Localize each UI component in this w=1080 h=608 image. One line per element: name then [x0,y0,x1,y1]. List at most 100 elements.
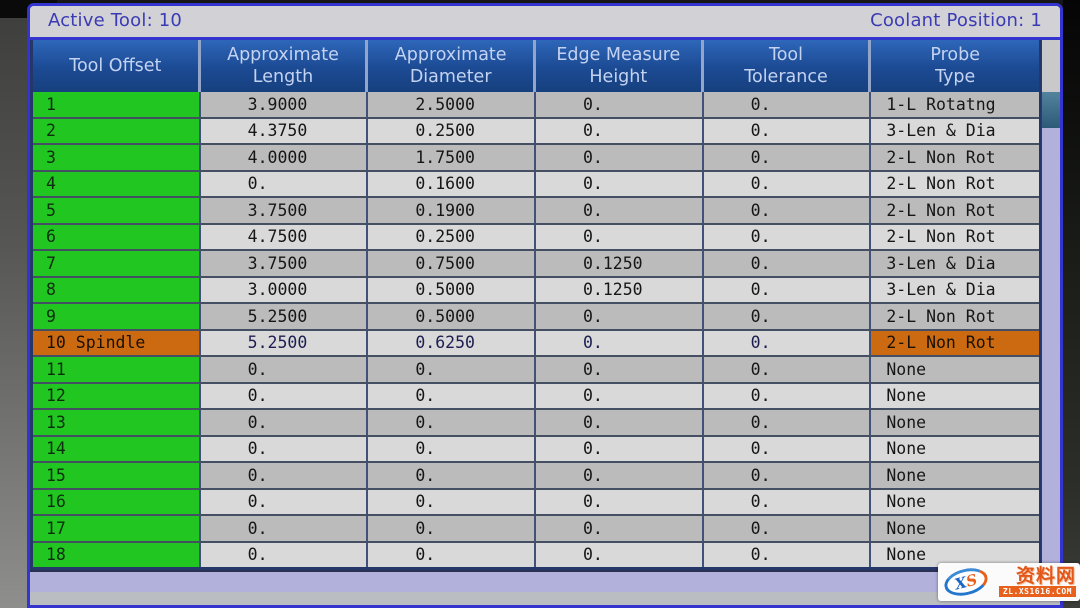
cell-tool[interactable]: 18 [33,542,201,567]
cell-tolerance[interactable]: 0. [703,304,872,329]
cell-edge[interactable]: 0. [536,436,704,461]
cell-tool[interactable]: 4 [33,171,201,196]
cell-tolerance[interactable]: 0. [703,463,872,488]
cell-tolerance[interactable]: 0. [703,357,872,382]
cell-diameter[interactable]: 0.7500 [368,251,536,276]
cell-diameter[interactable]: 0. [368,542,536,567]
cell-probe[interactable]: None [871,516,1039,541]
cell-length[interactable]: 0. [200,383,369,408]
cell-tool[interactable]: 14 [33,436,201,461]
cell-edge[interactable]: 0. [536,330,704,355]
cell-tolerance[interactable]: 0. [703,145,872,170]
scrollbar-top-segment[interactable] [1042,40,1060,92]
cell-tolerance[interactable]: 0. [703,277,872,302]
cell-tool[interactable]: 17 [33,516,201,541]
cell-tolerance[interactable]: 0. [703,92,872,117]
cell-probe[interactable]: 3-Len & Dia [871,251,1039,276]
cell-diameter[interactable]: 0. [368,383,536,408]
cell-edge[interactable]: 0. [536,357,704,382]
cell-tool[interactable]: 1 [33,92,201,117]
cell-probe[interactable]: None [871,489,1039,514]
cell-length[interactable]: 5.2500 [200,330,369,355]
cell-probe[interactable]: 2-L Non Rot [871,198,1039,223]
cell-edge[interactable]: 0. [536,463,704,488]
cell-probe[interactable]: 3-Len & Dia [871,277,1039,302]
cell-length[interactable]: 0. [200,516,369,541]
cell-diameter[interactable]: 0. [368,516,536,541]
cell-probe[interactable]: None [871,410,1039,435]
cell-tool[interactable]: 9 [33,304,201,329]
cell-length[interactable]: 0. [200,357,369,382]
cell-edge[interactable]: 0.1250 [536,277,704,302]
cell-tool[interactable]: 15 [33,463,201,488]
cell-edge[interactable]: 0. [536,489,704,514]
cell-length[interactable]: 4.7500 [200,224,369,249]
cell-diameter[interactable]: 0.5000 [368,304,536,329]
cell-diameter[interactable]: 0.6250 [368,330,536,355]
cell-probe[interactable]: None [871,436,1039,461]
cell-probe[interactable]: 1-L Rotatng [871,92,1039,117]
cell-tolerance[interactable]: 0. [703,383,872,408]
cell-length[interactable]: 3.7500 [200,251,369,276]
cell-diameter[interactable]: 0.2500 [368,118,536,143]
cell-tolerance[interactable]: 0. [703,251,872,276]
cell-tool[interactable]: 10 Spindle [33,330,201,355]
cell-edge[interactable]: 0.1250 [536,251,704,276]
cell-edge[interactable]: 0. [536,542,704,567]
scrollbar-track[interactable] [1042,128,1060,570]
cell-probe[interactable]: 2-L Non Rot [871,171,1039,196]
cell-tool[interactable]: 5 [33,198,201,223]
cell-tolerance[interactable]: 0. [703,436,872,461]
cell-probe[interactable]: None [871,542,1039,567]
cell-tolerance[interactable]: 0. [703,489,872,514]
cell-tolerance[interactable]: 0. [703,330,872,355]
cell-diameter[interactable]: 0.5000 [368,277,536,302]
cell-length[interactable]: 5.2500 [200,304,369,329]
vertical-scrollbar[interactable] [1041,40,1060,570]
cell-edge[interactable]: 0. [536,224,704,249]
cell-diameter[interactable]: 0. [368,357,536,382]
cell-diameter[interactable]: 1.7500 [368,145,536,170]
cell-edge[interactable]: 0. [536,410,704,435]
cell-edge[interactable]: 0. [536,92,704,117]
cell-edge[interactable]: 0. [536,171,704,196]
cell-tolerance[interactable]: 0. [703,118,872,143]
cell-edge[interactable]: 0. [536,516,704,541]
cell-length[interactable]: 0. [200,542,369,567]
cell-length[interactable]: 3.7500 [200,198,369,223]
cell-length[interactable]: 0. [200,410,369,435]
cell-tool[interactable]: 6 [33,224,201,249]
cell-length[interactable]: 4.0000 [200,145,369,170]
cell-edge[interactable]: 0. [536,304,704,329]
cell-length[interactable]: 0. [200,463,369,488]
cell-diameter[interactable]: 0. [368,489,536,514]
cell-probe[interactable]: 3-Len & Dia [871,118,1039,143]
cell-edge[interactable]: 0. [536,383,704,408]
cell-diameter[interactable]: 2.5000 [368,92,536,117]
cell-tool[interactable]: 11 [33,357,201,382]
cell-tool[interactable]: 16 [33,489,201,514]
cell-tolerance[interactable]: 0. [703,410,872,435]
cell-length[interactable]: 4.3750 [200,118,369,143]
cell-diameter[interactable]: 0.1900 [368,198,536,223]
cell-edge[interactable]: 0. [536,198,704,223]
cell-probe[interactable]: 2-L Non Rot [871,145,1039,170]
cell-tool[interactable]: 7 [33,251,201,276]
cell-tool[interactable]: 2 [33,118,201,143]
cell-tolerance[interactable]: 0. [703,224,872,249]
cell-diameter[interactable]: 0. [368,436,536,461]
cell-length[interactable]: 0. [200,489,369,514]
cell-tool[interactable]: 12 [33,383,201,408]
cell-tolerance[interactable]: 0. [703,516,872,541]
cell-tool[interactable]: 3 [33,145,201,170]
cell-probe[interactable]: None [871,383,1039,408]
scrollbar-thumb[interactable] [1042,92,1060,128]
cell-tool[interactable]: 13 [33,410,201,435]
cell-diameter[interactable]: 0. [368,410,536,435]
cell-length[interactable]: 0. [200,171,369,196]
cell-diameter[interactable]: 0.1600 [368,171,536,196]
cell-diameter[interactable]: 0.2500 [368,224,536,249]
cell-edge[interactable]: 0. [536,118,704,143]
cell-length[interactable]: 0. [200,436,369,461]
cell-length[interactable]: 3.9000 [200,92,369,117]
